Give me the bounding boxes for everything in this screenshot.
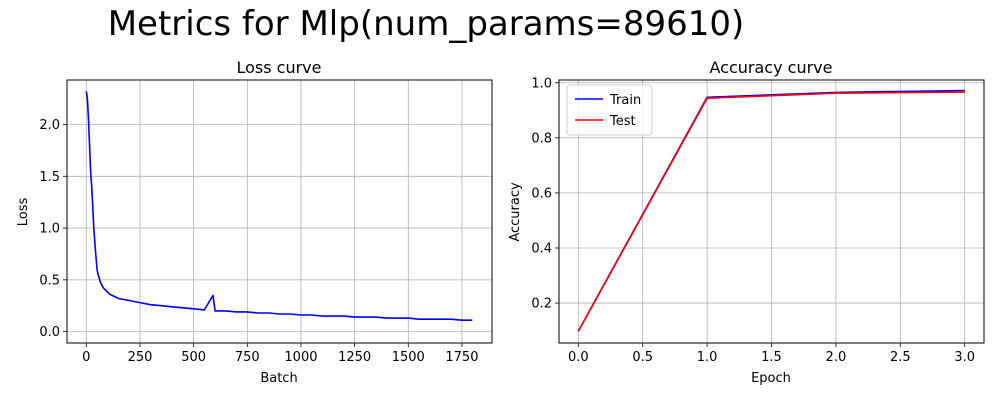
loss-x-tick-label: 500 [181,350,206,365]
loss-y-tick-label: 1.5 [39,170,60,185]
accuracy-y-tick-label: 1.0 [531,76,552,91]
loss-y-tick-label: 2.0 [39,118,60,133]
loss-x-axis-label: Batch [260,371,297,386]
accuracy-chart-title: Accuracy curve [710,58,833,77]
loss-x-tick-label: 750 [235,350,260,365]
accuracy-x-axis-label: Epoch [751,371,791,386]
loss-grid [67,80,492,343]
accuracy-x-tick-label: 0.5 [632,350,653,365]
accuracy-y-tick-label: 0.4 [531,241,552,256]
accuracy-x-tick-label: 1.0 [697,350,718,365]
accuracy-curve-panel: Accuracy curve Epoch Accuracy 0.0 0.5 1.0 1… [508,58,985,386]
accuracy-series [577,89,965,332]
loss-y-tick-label: 0.5 [39,273,60,288]
loss-series [85,91,473,322]
loss-x-tick-label: 250 [128,350,153,365]
accuracy-legend-label-test: Test [609,114,636,129]
loss-x-tick-label: 1250 [338,350,371,365]
accuracy-legend: Train Test [566,84,653,136]
accuracy-y-tick-label: 0.6 [531,186,552,201]
figure-suptitle: Metrics for Mlp(num_params=89610) [108,4,745,44]
accuracy-x-tick-label: 1.5 [761,350,782,365]
loss-chart-title: Loss curve [236,58,321,77]
accuracy-x-tick-label: 2.5 [890,350,911,365]
loss-y-tick-label: 0.0 [39,325,60,340]
loss-x-tick-label: 1750 [445,350,478,365]
loss-x-tick-label: 1500 [392,350,425,365]
loss-y-tick-label: 1.0 [39,222,60,237]
loss-series-line-0 [85,91,473,322]
accuracy-y-axis-label: Accuracy [508,182,523,242]
accuracy-series-line-test [577,91,965,332]
loss-x-tick-label: 0 [82,350,90,365]
accuracy-ticks: 0.0 0.5 1.0 1.5 2.0 2.5 3.0 0.2 0.4 0.6 0.8 1.0 [531,76,975,365]
accuracy-legend-box [566,84,653,136]
accuracy-x-tick-label: 3.0 [954,350,975,365]
loss-x-tick-label: 1000 [284,350,317,365]
accuracy-y-tick-label: 0.8 [531,131,552,146]
loss-ticks: 0 250 500 750 1000 1250 1500 1750 0.0 0.5 1.0 1.5 2.… [39,118,478,365]
accuracy-legend-label-train: Train [609,93,641,108]
accuracy-x-tick-label: 2.0 [826,350,847,365]
loss-y-axis-label: Loss [16,198,31,227]
accuracy-y-tick-label: 0.2 [531,297,552,312]
loss-curve-panel: Loss curve Batch Loss 0 250 500 750 1000 1250… [16,58,493,386]
loss-plot-frame [66,79,493,344]
accuracy-x-tick-label: 0.0 [568,350,589,365]
